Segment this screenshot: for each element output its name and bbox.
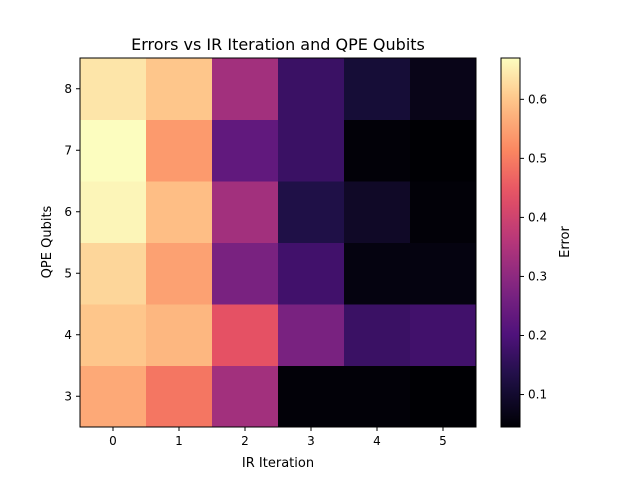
heatmap-cells xyxy=(80,58,477,428)
heatmap-cell xyxy=(410,304,477,366)
heatmap-cell xyxy=(410,181,477,243)
heatmap-cell xyxy=(146,304,213,366)
heatmap-cell xyxy=(278,304,345,366)
heatmap-cell xyxy=(278,242,345,305)
heatmap-cell xyxy=(212,181,279,243)
colorbar xyxy=(500,57,521,428)
y-axis-label: QPE Qubits xyxy=(40,205,55,278)
heatmap-cell xyxy=(278,181,345,243)
plot-frame xyxy=(79,57,477,428)
y-tick-label: 4 xyxy=(64,328,72,342)
heatmap-cell xyxy=(80,181,147,243)
y-tick-label: 3 xyxy=(64,389,72,403)
heatmap-cell xyxy=(146,242,213,305)
colorbar-tick-label: 0.2 xyxy=(528,328,547,342)
x-tick-label: 0 xyxy=(109,434,117,448)
heatmap-cell xyxy=(344,58,411,120)
x-axis-label: IR Iteration xyxy=(242,456,314,471)
colorbar-tick-label: 0.5 xyxy=(528,151,547,165)
colorbar-tick-label: 0.1 xyxy=(528,388,547,402)
heatmap-cell xyxy=(146,181,213,243)
heatmap-cell xyxy=(146,58,213,120)
heatmap-cell xyxy=(212,365,279,428)
heatmap-cell xyxy=(410,365,477,428)
heatmap-cell xyxy=(80,242,147,305)
heatmap-cell xyxy=(410,242,477,305)
x-tick-label: 3 xyxy=(307,434,315,448)
colorbar-tick-label: 0.3 xyxy=(528,269,547,283)
heatmap-cell xyxy=(410,119,477,182)
x-tick-label: 2 xyxy=(241,434,249,448)
chart-title: Errors vs IR Iteration and QPE Qubits xyxy=(131,35,425,54)
heatmap-cell xyxy=(344,181,411,243)
heatmap-cell xyxy=(212,304,279,366)
heatmap-cell xyxy=(344,119,411,182)
heatmap-cell xyxy=(80,58,147,120)
heatmap-cell xyxy=(80,304,147,366)
heatmap-cell xyxy=(146,119,213,182)
heatmap-cell xyxy=(278,365,345,428)
heatmap-cell xyxy=(212,242,279,305)
heatmap-cell xyxy=(212,58,279,120)
heatmap-cell xyxy=(80,365,147,428)
heatmap-cell xyxy=(344,242,411,305)
colorbar-ticks: 0.1 0.2 0.3 0.4 0.5 0.6 xyxy=(520,92,547,402)
y-tick-label: 7 xyxy=(64,143,72,157)
heatmap-cell xyxy=(80,119,147,182)
heatmap-cell xyxy=(146,365,213,428)
heatmap-cell xyxy=(278,119,345,182)
heatmap-cell xyxy=(344,365,411,428)
x-axis-ticks: 0 1 2 3 4 5 xyxy=(109,427,447,448)
colorbar-label: Error xyxy=(558,226,573,258)
heatmap-cell xyxy=(410,58,477,120)
heatmap-cell xyxy=(344,304,411,366)
y-tick-label: 5 xyxy=(64,266,72,280)
y-axis-ticks: 3 4 5 6 7 8 xyxy=(64,82,80,403)
y-tick-label: 8 xyxy=(64,82,72,96)
heatmap-cell xyxy=(278,58,345,120)
y-tick-label: 6 xyxy=(64,205,72,219)
x-tick-label: 1 xyxy=(175,434,183,448)
colorbar-tick-label: 0.4 xyxy=(528,210,547,224)
x-tick-label: 5 xyxy=(439,434,447,448)
heatmap-cell xyxy=(212,119,279,182)
colorbar-tick-label: 0.6 xyxy=(528,92,547,106)
x-tick-label: 4 xyxy=(373,434,381,448)
